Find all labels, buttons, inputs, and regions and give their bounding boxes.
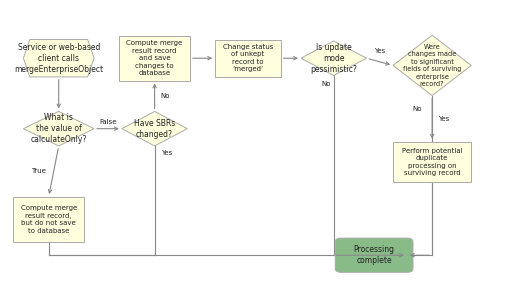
Text: Yes: Yes [161, 150, 172, 156]
FancyBboxPatch shape [215, 40, 280, 77]
Text: Compute merge
result record,
but do not save
to database: Compute merge result record, but do not … [21, 205, 77, 234]
FancyBboxPatch shape [119, 36, 189, 81]
FancyBboxPatch shape [392, 142, 470, 182]
Text: Change status
of unkept
record to
‘merged’: Change status of unkept record to ‘merge… [222, 44, 273, 73]
Text: Yes: Yes [373, 49, 385, 55]
FancyBboxPatch shape [13, 197, 84, 242]
Text: Yes: Yes [437, 116, 448, 122]
Polygon shape [23, 112, 94, 146]
Text: Is update
mode
pessimistic?: Is update mode pessimistic? [310, 42, 357, 74]
Text: Service or web-based
client calls
mergeEnterpriseObject: Service or web-based client calls mergeE… [14, 42, 103, 74]
Polygon shape [122, 112, 187, 146]
Text: False: False [99, 119, 117, 125]
Text: Were
changes made
to significant
fields of surviving
enterprise
record?: Were changes made to significant fields … [402, 44, 461, 87]
Text: Compute merge
result record
and save
changes to
database: Compute merge result record and save cha… [126, 40, 182, 76]
Polygon shape [392, 35, 470, 96]
Text: Perform potential
duplicate
processing on
surviving record: Perform potential duplicate processing o… [401, 147, 462, 176]
Polygon shape [23, 40, 94, 77]
Text: True: True [31, 168, 46, 175]
Text: No: No [321, 81, 330, 87]
FancyBboxPatch shape [335, 238, 412, 272]
Text: Have SBRs
changed?: Have SBRs changed? [134, 118, 175, 139]
Polygon shape [300, 41, 366, 75]
Text: No: No [412, 106, 421, 112]
Text: What is
the value of
calculateOnly?: What is the value of calculateOnly? [30, 113, 87, 144]
Text: No: No [161, 93, 170, 99]
Text: Processing
complete: Processing complete [353, 245, 394, 265]
